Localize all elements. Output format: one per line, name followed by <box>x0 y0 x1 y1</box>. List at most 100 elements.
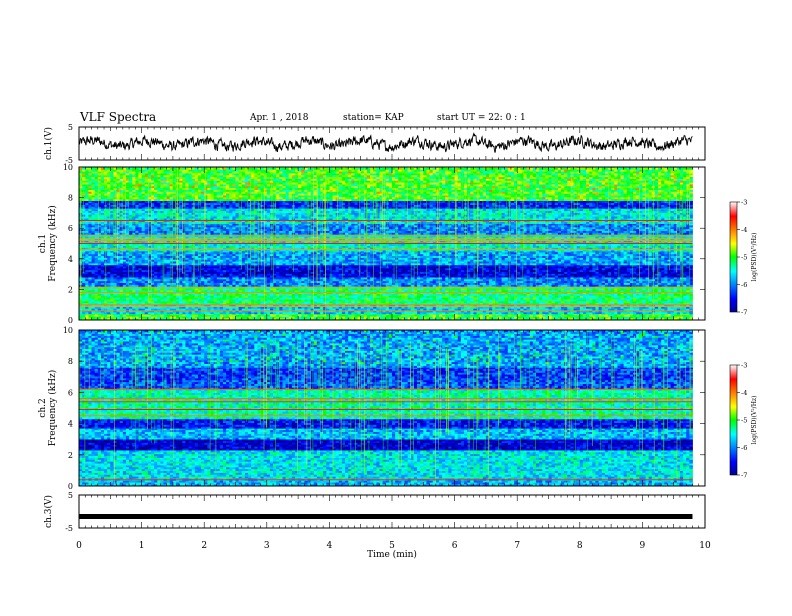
spectrogram-cell <box>354 314 358 316</box>
spectrogram-cell <box>151 312 155 314</box>
spectrogram-cell <box>589 312 593 314</box>
spectrogram-cell <box>376 314 380 316</box>
spectrogram-cell <box>145 312 149 314</box>
ylabel-1: ch.1(V) <box>43 127 54 160</box>
spectrogram-cell <box>614 312 618 314</box>
spectrogram-cell <box>129 314 133 316</box>
spectrogram-cell <box>348 314 352 316</box>
spectrogram-cell <box>426 314 430 316</box>
spectrogram-cell <box>527 314 531 316</box>
spectrogram-cell <box>248 314 252 316</box>
spectrogram-cell <box>195 312 199 314</box>
spectrogram-cell <box>473 314 477 316</box>
spectrogram-cell <box>101 312 105 314</box>
spectrogram-cell <box>157 314 161 316</box>
spectrogram-cell <box>348 316 352 318</box>
spectrogram-cell <box>298 314 302 316</box>
spectrogram-cell <box>173 316 177 318</box>
spectrogram-cell <box>138 312 142 314</box>
spectrogram-cell <box>113 312 117 314</box>
spectrogram-cell <box>342 312 346 314</box>
spectrogram-cell <box>85 312 89 314</box>
spectrogram-cell <box>226 314 230 316</box>
spectrogram-cell <box>505 316 509 318</box>
spectrogram-cell <box>301 312 305 314</box>
spectrogram-cell <box>680 316 684 318</box>
spectrogram-cell <box>364 314 368 316</box>
spectrogram-cell <box>82 308 86 310</box>
spectrogram-cell <box>439 314 443 316</box>
spectrogram-cell <box>323 316 327 318</box>
spectrogram-cell <box>298 312 302 314</box>
spectrogram-cell <box>295 312 299 314</box>
spectrogram-cell <box>217 314 221 316</box>
spectrogram-cell <box>192 312 196 314</box>
spectrogram-cell <box>292 314 296 316</box>
spectrogram-cell <box>646 312 650 314</box>
spectrogram-cell <box>674 312 678 314</box>
spectrogram-cell <box>239 314 243 316</box>
spectrogram-cell <box>536 316 540 318</box>
spectrogram-cell <box>85 314 89 316</box>
spectrogram-cell <box>264 312 268 314</box>
spectrogram-cell <box>555 316 559 318</box>
spectrogram-cell <box>157 312 161 314</box>
spectrogram-cell <box>220 312 224 314</box>
spectrogram-cell <box>167 312 171 314</box>
spectrogram-cell <box>605 316 609 318</box>
spectrogram-cell <box>542 314 546 316</box>
spectrogram-cell <box>236 316 240 318</box>
spectrogram-cell <box>185 316 189 318</box>
spectrogram-cell <box>398 316 402 318</box>
spectrogram-cell <box>261 316 265 318</box>
spectrogram-cell <box>307 312 311 314</box>
spectrogram-cell <box>392 316 396 318</box>
spectrogram-cell <box>633 312 637 314</box>
spectrogram-cell <box>464 314 468 316</box>
spectrogram-cell <box>379 312 383 314</box>
spectrogram-cell <box>179 316 183 318</box>
spectrogram-cell <box>79 312 83 314</box>
spectrogram-cell <box>461 316 465 318</box>
spectrogram-cell <box>314 312 318 314</box>
spectrogram-cell <box>88 308 92 310</box>
spectrogram-cell <box>486 312 490 314</box>
spectrogram-cell <box>348 312 352 314</box>
spectrogram-cell <box>198 314 202 316</box>
spectrogram-cell <box>448 312 452 314</box>
spectrogram-cell <box>655 314 659 316</box>
header-start-time: start UT = 22: 0 : 1 <box>437 113 526 123</box>
spectrogram-cell <box>92 308 96 310</box>
spectrogram-cell <box>464 312 468 314</box>
spectrogram-cell <box>98 308 102 310</box>
spectrogram-cell <box>595 314 599 316</box>
spectrogram-cell <box>630 314 634 316</box>
spectrogram-cell <box>85 316 89 318</box>
spectrogram-cell <box>498 316 502 318</box>
spectrogram-cell <box>126 312 130 314</box>
spectrogram-cell <box>307 314 311 316</box>
spectrogram-cell <box>592 314 596 316</box>
header-station: station= KAP <box>343 113 404 123</box>
spectrogram-cell <box>564 314 568 316</box>
spectrogram-cell <box>567 314 571 316</box>
spectrogram-cell <box>523 314 527 316</box>
spectrogram-cell <box>567 316 571 318</box>
spectrogram-cell <box>602 312 606 314</box>
spectrogram-cell <box>405 314 409 316</box>
spectrogram-cell <box>480 312 484 314</box>
spectrogram-cell <box>617 314 621 316</box>
spectrogram-cell <box>345 312 349 314</box>
spectrogram-cell <box>333 314 337 316</box>
spectrogram-cell <box>192 314 196 316</box>
spectrogram-cell <box>386 312 390 314</box>
spectrogram-cell <box>433 312 437 314</box>
spectrogram-cell <box>323 312 327 314</box>
spectrogram-cell <box>79 308 83 310</box>
spectrogram-cell <box>123 312 127 314</box>
spectrogram-cell <box>120 314 124 316</box>
spectrogram-cell <box>336 316 340 318</box>
spectrogram-cell <box>154 314 158 316</box>
spectrogram-cell <box>207 314 211 316</box>
spectrogram-cell <box>232 312 236 314</box>
